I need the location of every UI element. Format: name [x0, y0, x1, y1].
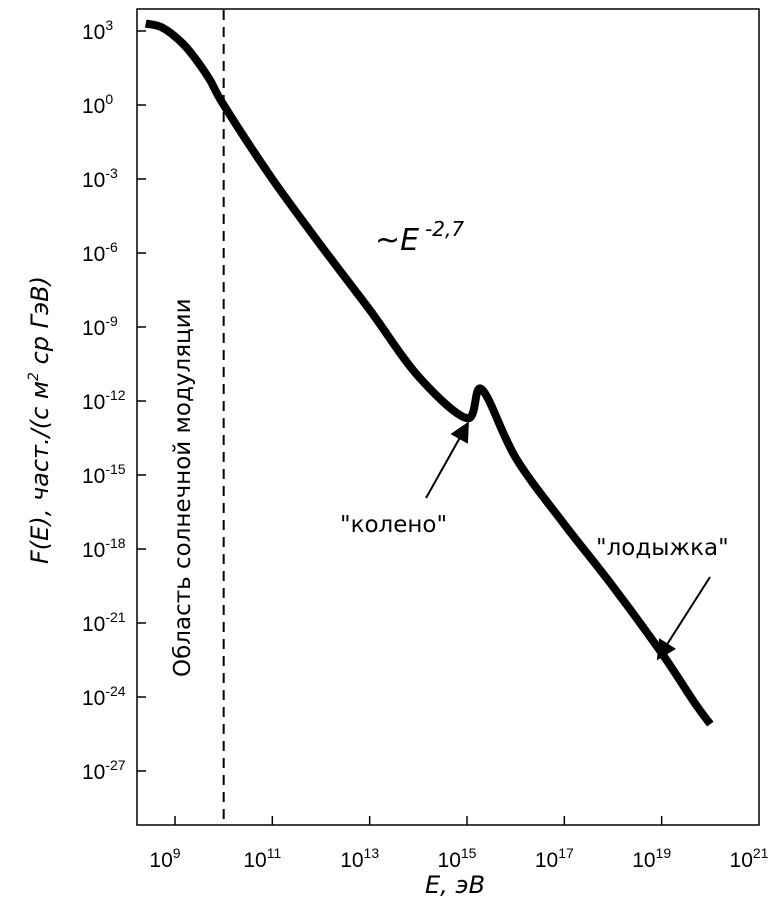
power-law-base: ~E	[375, 223, 419, 258]
y-axis-title-main: F(E), част./(с м	[26, 381, 54, 564]
x-tick-label: 1017	[535, 845, 574, 872]
knee-label: "колено"	[340, 512, 447, 538]
x-axis-title: E, эВ	[425, 871, 485, 899]
y-tick-label: 103	[82, 17, 113, 44]
x-tick-label: 1011	[243, 845, 281, 872]
x-tick-label: 1021	[730, 845, 769, 872]
x-ticks: 109 1011 1013 1015 1017 1019 1021	[149, 816, 769, 872]
y-tick-label: 10-3	[82, 165, 118, 192]
y-tick-label: 10-6	[82, 239, 118, 266]
x-tick-label: 1013	[340, 845, 379, 872]
solar-region-label: Область солнечной модуляции	[170, 298, 196, 677]
y-ticks: 103 100 10-3 10-6 10-9 10-12 10-15 10-18 10-21 10…	[82, 17, 146, 784]
y-tick-label: 10-15	[82, 461, 126, 488]
y-axis-title-sup: 2	[26, 372, 42, 381]
series-line	[144, 19, 714, 727]
y-tick-label: 10-12	[82, 387, 126, 414]
y-axis-title: F(E), част./(с м2 ср ГэВ)	[26, 276, 54, 564]
y-tick-label: 10-24	[82, 683, 126, 710]
y-axis-title-tail: ср ГэВ)	[26, 276, 54, 372]
x-tick-label: 1015	[438, 845, 477, 872]
ankle-label: "лодыжка"	[596, 535, 729, 561]
y-tick-label: 100	[82, 91, 113, 118]
x-tick-label: 109	[149, 845, 180, 872]
x-tick-label: 1019	[632, 845, 671, 872]
plot-frame	[136, 8, 760, 826]
y-tick-label: 10-18	[82, 535, 126, 562]
y-tick-label: 10-21	[82, 609, 126, 636]
y-tick-label: 10-9	[82, 313, 118, 340]
power-law-exponent: -2,7	[425, 217, 464, 241]
power-law-label: ~E -2,7	[375, 217, 464, 258]
ankle-arrow	[656, 576, 711, 661]
knee-arrow	[425, 421, 469, 499]
y-tick-label: 10-27	[82, 757, 126, 784]
